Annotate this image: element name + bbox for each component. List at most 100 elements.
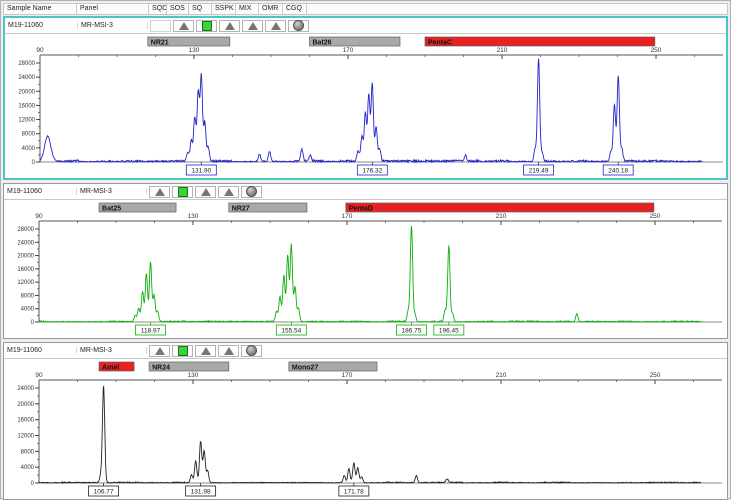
col-header-sqd[interactable]: SQD xyxy=(149,4,167,14)
marker-bar-Bat26[interactable] xyxy=(309,36,401,47)
flag-circle-icon[interactable] xyxy=(241,344,262,357)
col-header-mix[interactable]: MIX xyxy=(236,4,259,14)
marker-label: PentaC xyxy=(428,40,452,47)
peak-size-label: 240.18 xyxy=(608,168,628,175)
sample-row-3[interactable]: M19-11060 MR-MSI-3 xyxy=(4,343,727,359)
flag-triangle-icon[interactable] xyxy=(242,19,263,32)
triangle-icon xyxy=(178,21,189,30)
marker-bar-Bat25[interactable] xyxy=(98,202,177,213)
sample-name-1: M19-11060 xyxy=(5,22,78,29)
triangle-icon xyxy=(223,187,234,196)
marker-label: Amel xyxy=(102,365,119,372)
flag-triangle-icon[interactable] xyxy=(195,344,216,357)
x-tick-label: 130 xyxy=(188,372,199,379)
flag-triangle-icon[interactable] xyxy=(218,344,239,357)
col-header-sq[interactable]: SQ xyxy=(189,4,212,14)
marker-bar-PentaC[interactable] xyxy=(424,36,656,47)
x-tick-label: 250 xyxy=(650,213,661,220)
peak-size-label: 118.97 xyxy=(141,328,161,335)
electropherogram-panel-3[interactable]: Amel NR24 Mono27 90 130 170 210 250 0 4000 8000 120… xyxy=(4,359,727,499)
peak-size-label-box[interactable] xyxy=(338,485,370,497)
col-header-sample-name[interactable]: Sample Name xyxy=(4,4,77,14)
flag-triangle-icon[interactable] xyxy=(173,19,194,32)
peak-size-label-box[interactable] xyxy=(185,485,217,497)
flag-circle-icon[interactable] xyxy=(288,19,309,32)
flag-triangle-icon[interactable] xyxy=(219,19,240,32)
flag-triangle-icon[interactable] xyxy=(195,185,216,198)
panel-name-2: MR-MSI-3 xyxy=(77,188,147,195)
y-tick-label: 24000 xyxy=(18,75,35,81)
flag-triangle-icon[interactable] xyxy=(149,185,170,198)
x-tick-label: 210 xyxy=(496,372,507,379)
y-tick-label: 4000 xyxy=(22,146,36,152)
y-tick-label: 24000 xyxy=(17,240,34,246)
electropherogram-panel-2[interactable]: Bat25 NR27 PentaD 90 130 170 210 250 0 4000 8000 12… xyxy=(4,200,727,338)
peak-size-label: 106.77 xyxy=(94,489,114,496)
y-tick-label: 4000 xyxy=(21,465,35,471)
triangle-icon xyxy=(200,187,211,196)
peak-size-label: 155.54 xyxy=(281,328,301,335)
x-tick-label: 170 xyxy=(342,372,353,379)
peak-size-label: 131.90 xyxy=(191,168,211,175)
y-tick-label: 16000 xyxy=(18,103,35,109)
marker-label: NR21 xyxy=(151,40,169,47)
x-tick-label: 250 xyxy=(650,372,661,379)
marker-bar-Amel[interactable] xyxy=(98,361,135,372)
marker-bar-PentaD[interactable] xyxy=(345,202,655,213)
flag-triangle-icon[interactable] xyxy=(265,19,286,32)
y-tick-label: 0 xyxy=(31,320,35,326)
sample-block-2[interactable]: M19-11060 MR-MSI-3 Bat25 NR27 PentaD 90 130 1… xyxy=(3,183,728,339)
y-tick-label: 16000 xyxy=(17,418,34,424)
electropherogram-panel-1[interactable]: NR21 Bat26 PentaC 90 130 170 210 250 0 4000 8000 12… xyxy=(5,34,726,178)
sample-row-2[interactable]: M19-11060 MR-MSI-3 xyxy=(4,184,727,200)
triangle-icon xyxy=(270,21,281,30)
marker-bar-Mono27[interactable] xyxy=(288,361,378,372)
triangle-icon xyxy=(154,346,165,355)
col-header-filler xyxy=(307,4,727,14)
y-tick-label: 28000 xyxy=(17,227,34,233)
flag-triangle-icon[interactable] xyxy=(218,185,239,198)
sample-block-1[interactable]: M19-11060 MR-MSI-3 NR21 Bat26 PentaC 90 130 1… xyxy=(3,16,728,180)
peak-size-label-box[interactable] xyxy=(396,324,427,336)
peak-size-label-box[interactable] xyxy=(433,324,465,336)
flag-triangle-icon[interactable] xyxy=(149,344,170,357)
sample-block-3[interactable]: M19-11060 MR-MSI-3 Amel NR24 Mono27 90 130 17… xyxy=(3,342,728,500)
x-tick-label: 170 xyxy=(343,47,354,54)
triangle-icon xyxy=(154,187,165,196)
peak-size-label-box[interactable] xyxy=(275,324,307,336)
col-header-omr[interactable]: OMR xyxy=(259,4,283,14)
peak-size-label-box[interactable] xyxy=(135,324,166,336)
peak-size-label: 171.78 xyxy=(344,489,364,496)
peak-size-label-box[interactable] xyxy=(602,164,634,176)
sample-row-1[interactable]: M19-11060 MR-MSI-3 xyxy=(5,18,726,34)
col-header-cgq[interactable]: CGQ xyxy=(283,4,307,14)
table-header: Sample Name Panel SQD SOS SQ SSPK MIX OM… xyxy=(3,3,728,15)
flag-square-green-icon[interactable] xyxy=(172,185,193,198)
quality-flags-3 xyxy=(147,343,264,358)
y-tick-label: 8000 xyxy=(21,449,35,455)
peak-size-label: 196.45 xyxy=(439,328,459,335)
col-header-sos[interactable]: SOS xyxy=(167,4,189,14)
peak-size-label-box[interactable] xyxy=(356,164,388,176)
marker-label: Bat25 xyxy=(102,206,121,213)
circle-gauge-icon xyxy=(246,186,257,197)
flag-square-green-icon[interactable] xyxy=(196,19,217,32)
marker-bar-NR27[interactable] xyxy=(228,202,308,213)
peak-size-label: 131.98 xyxy=(191,489,211,496)
x-tick-label: 90 xyxy=(36,47,44,54)
flag-empty-cell xyxy=(150,19,171,32)
peak-size-label-box[interactable] xyxy=(523,164,554,176)
green-square-icon xyxy=(177,186,188,197)
col-header-sspk[interactable]: SSPK xyxy=(212,4,236,14)
sample-name-3: M19-11060 xyxy=(4,347,77,354)
peak-size-label-box[interactable] xyxy=(185,164,217,176)
flag-circle-icon[interactable] xyxy=(241,185,262,198)
marker-bar-NR24[interactable] xyxy=(148,361,230,372)
peak-size-label-box[interactable] xyxy=(88,485,119,497)
y-tick-label: 12000 xyxy=(17,434,34,440)
flag-square-green-icon[interactable] xyxy=(172,344,193,357)
col-header-panel[interactable]: Panel xyxy=(77,4,149,14)
marker-bar-NR21[interactable] xyxy=(147,36,231,47)
x-tick-label: 250 xyxy=(651,47,662,54)
